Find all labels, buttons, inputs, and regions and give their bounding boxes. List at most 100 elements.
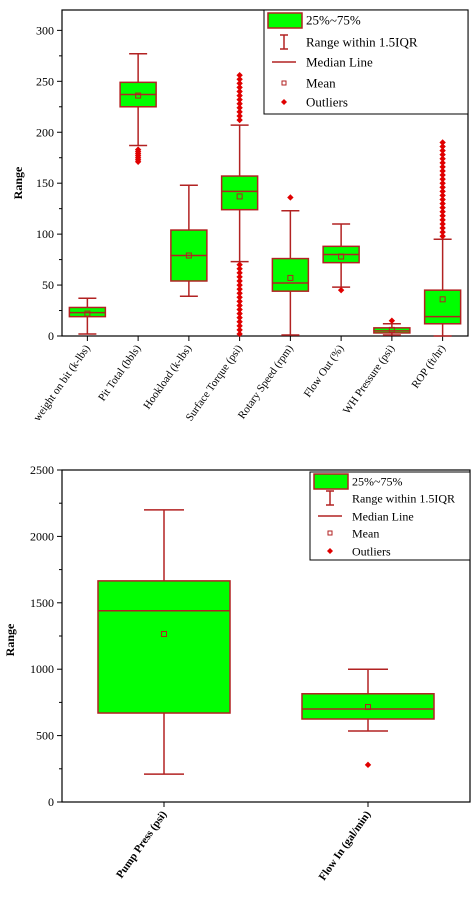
x-tick-label: Pump Press (psi) <box>114 809 169 881</box>
outlier-point <box>236 269 243 277</box>
mean-marker <box>388 326 395 333</box>
outlier-point <box>236 310 243 317</box>
outlier-point <box>439 224 446 232</box>
outlier-point <box>236 277 243 285</box>
outlier-point <box>236 322 243 330</box>
x-tick-label: Pit Total (bbls) <box>96 343 144 404</box>
outlier-point <box>439 184 446 191</box>
x-tick-label: Flow In (gal/min) <box>317 809 374 883</box>
mean-marker <box>161 631 167 638</box>
y-axis-label: Range <box>3 623 17 656</box>
outlier-point <box>236 298 243 305</box>
outlier-point <box>439 179 446 187</box>
y-tick-label: 100 <box>36 227 54 241</box>
iqr-box <box>97 580 231 714</box>
outlier-point <box>439 151 446 158</box>
outlier-point <box>439 216 446 224</box>
legend-label: Outliers <box>352 545 391 559</box>
boxplot-panel-1: 0 50 100 150 200 250 300 Range weight on bit (k-… <box>11 9 469 424</box>
y-tick-label: 2500 <box>30 463 54 477</box>
mean-marker <box>439 296 446 303</box>
outlier-point <box>236 116 243 124</box>
boxplot-panel-2: 0 500 1000 1500 2000 2500 Range Pump Press (psi… <box>3 463 471 883</box>
outlier-point <box>236 261 243 268</box>
outlier-point <box>439 208 446 215</box>
outlier-point <box>236 265 243 272</box>
y-tick-label: 50 <box>42 278 54 292</box>
mean-marker <box>84 310 91 317</box>
outlier-point <box>439 212 446 219</box>
legend-label: Range within 1.5IQR <box>352 492 455 506</box>
legend-label: Median Line <box>352 510 414 524</box>
outlier-point <box>236 281 243 289</box>
outlier-point <box>439 188 446 195</box>
mean-marker <box>236 193 243 200</box>
x-tick-label: Surface Torque (psi) <box>184 343 246 424</box>
x-tick-label: Rotary Speed (rpm) <box>236 343 296 422</box>
x-tick-label: weight on bit (k-lbs) <box>31 343 93 424</box>
outlier-point <box>439 228 446 236</box>
x-tick-label: WH Pressure (psi) <box>341 343 398 417</box>
legend-outlier-swatch <box>281 99 287 105</box>
outlier-point <box>337 286 345 294</box>
outlier-point <box>439 167 446 175</box>
outlier-point <box>388 317 396 324</box>
outlier-point <box>439 204 446 211</box>
outlier-point <box>236 285 243 293</box>
outlier-point <box>236 72 243 79</box>
outlier-point <box>236 104 243 111</box>
outlier-point <box>439 155 446 162</box>
legend-outlier-swatch <box>327 548 333 554</box>
y-tick-label: 250 <box>36 74 54 88</box>
legend-label: 25%~75% <box>306 13 361 28</box>
y-tick-label: 500 <box>36 729 54 743</box>
iqr-box <box>301 693 435 720</box>
outlier-point <box>236 96 243 103</box>
outlier-point <box>236 294 243 301</box>
y-tick-label: 300 <box>36 23 54 37</box>
y-tick-label: 1000 <box>30 662 54 676</box>
mean-marker <box>338 253 345 260</box>
y-axis-label: Range <box>11 166 25 199</box>
outlier-point <box>236 306 243 313</box>
outlier-point <box>236 273 243 281</box>
outlier-point <box>439 147 446 154</box>
x-tick-label: Hookload (k-lbs) <box>141 343 194 412</box>
outlier-point <box>439 171 446 179</box>
mean-marker <box>365 704 371 711</box>
outlier-point <box>134 146 142 153</box>
outlier-point <box>236 302 243 309</box>
mean-marker <box>135 92 142 99</box>
legend: 25%~75% Range within 1.5IQR Median Line Mea… <box>263 9 469 115</box>
outlier-point <box>287 194 294 201</box>
legend-label: Median Line <box>306 55 373 70</box>
y-tick-label: 200 <box>36 125 54 139</box>
outlier-point <box>236 112 243 120</box>
y-tick-label: 0 <box>48 795 54 809</box>
outlier-point <box>439 232 446 240</box>
outlier-point <box>236 318 243 325</box>
outlier-point <box>439 196 446 203</box>
outlier-point <box>236 326 243 334</box>
legend-label: Mean <box>306 76 336 91</box>
outlier-point <box>236 80 243 87</box>
legend-box-swatch <box>313 473 349 490</box>
outlier-point <box>236 84 243 91</box>
iqr-box <box>271 257 310 292</box>
mean-marker <box>287 274 294 281</box>
outlier-point <box>439 192 446 199</box>
outlier-point <box>439 200 446 207</box>
y-tick-label: 150 <box>36 176 54 190</box>
outlier-point <box>236 88 243 95</box>
outlier-point <box>236 76 243 83</box>
mean-marker <box>185 252 192 259</box>
legend-box-swatch <box>267 12 303 29</box>
y-tick-label: 1500 <box>30 596 54 610</box>
outlier-point <box>236 314 243 321</box>
iqr-box <box>423 289 462 325</box>
outlier-point <box>364 761 372 769</box>
outlier-point <box>236 92 243 99</box>
legend-label: Outliers <box>306 95 348 110</box>
y-tick-label: 2000 <box>30 529 54 543</box>
